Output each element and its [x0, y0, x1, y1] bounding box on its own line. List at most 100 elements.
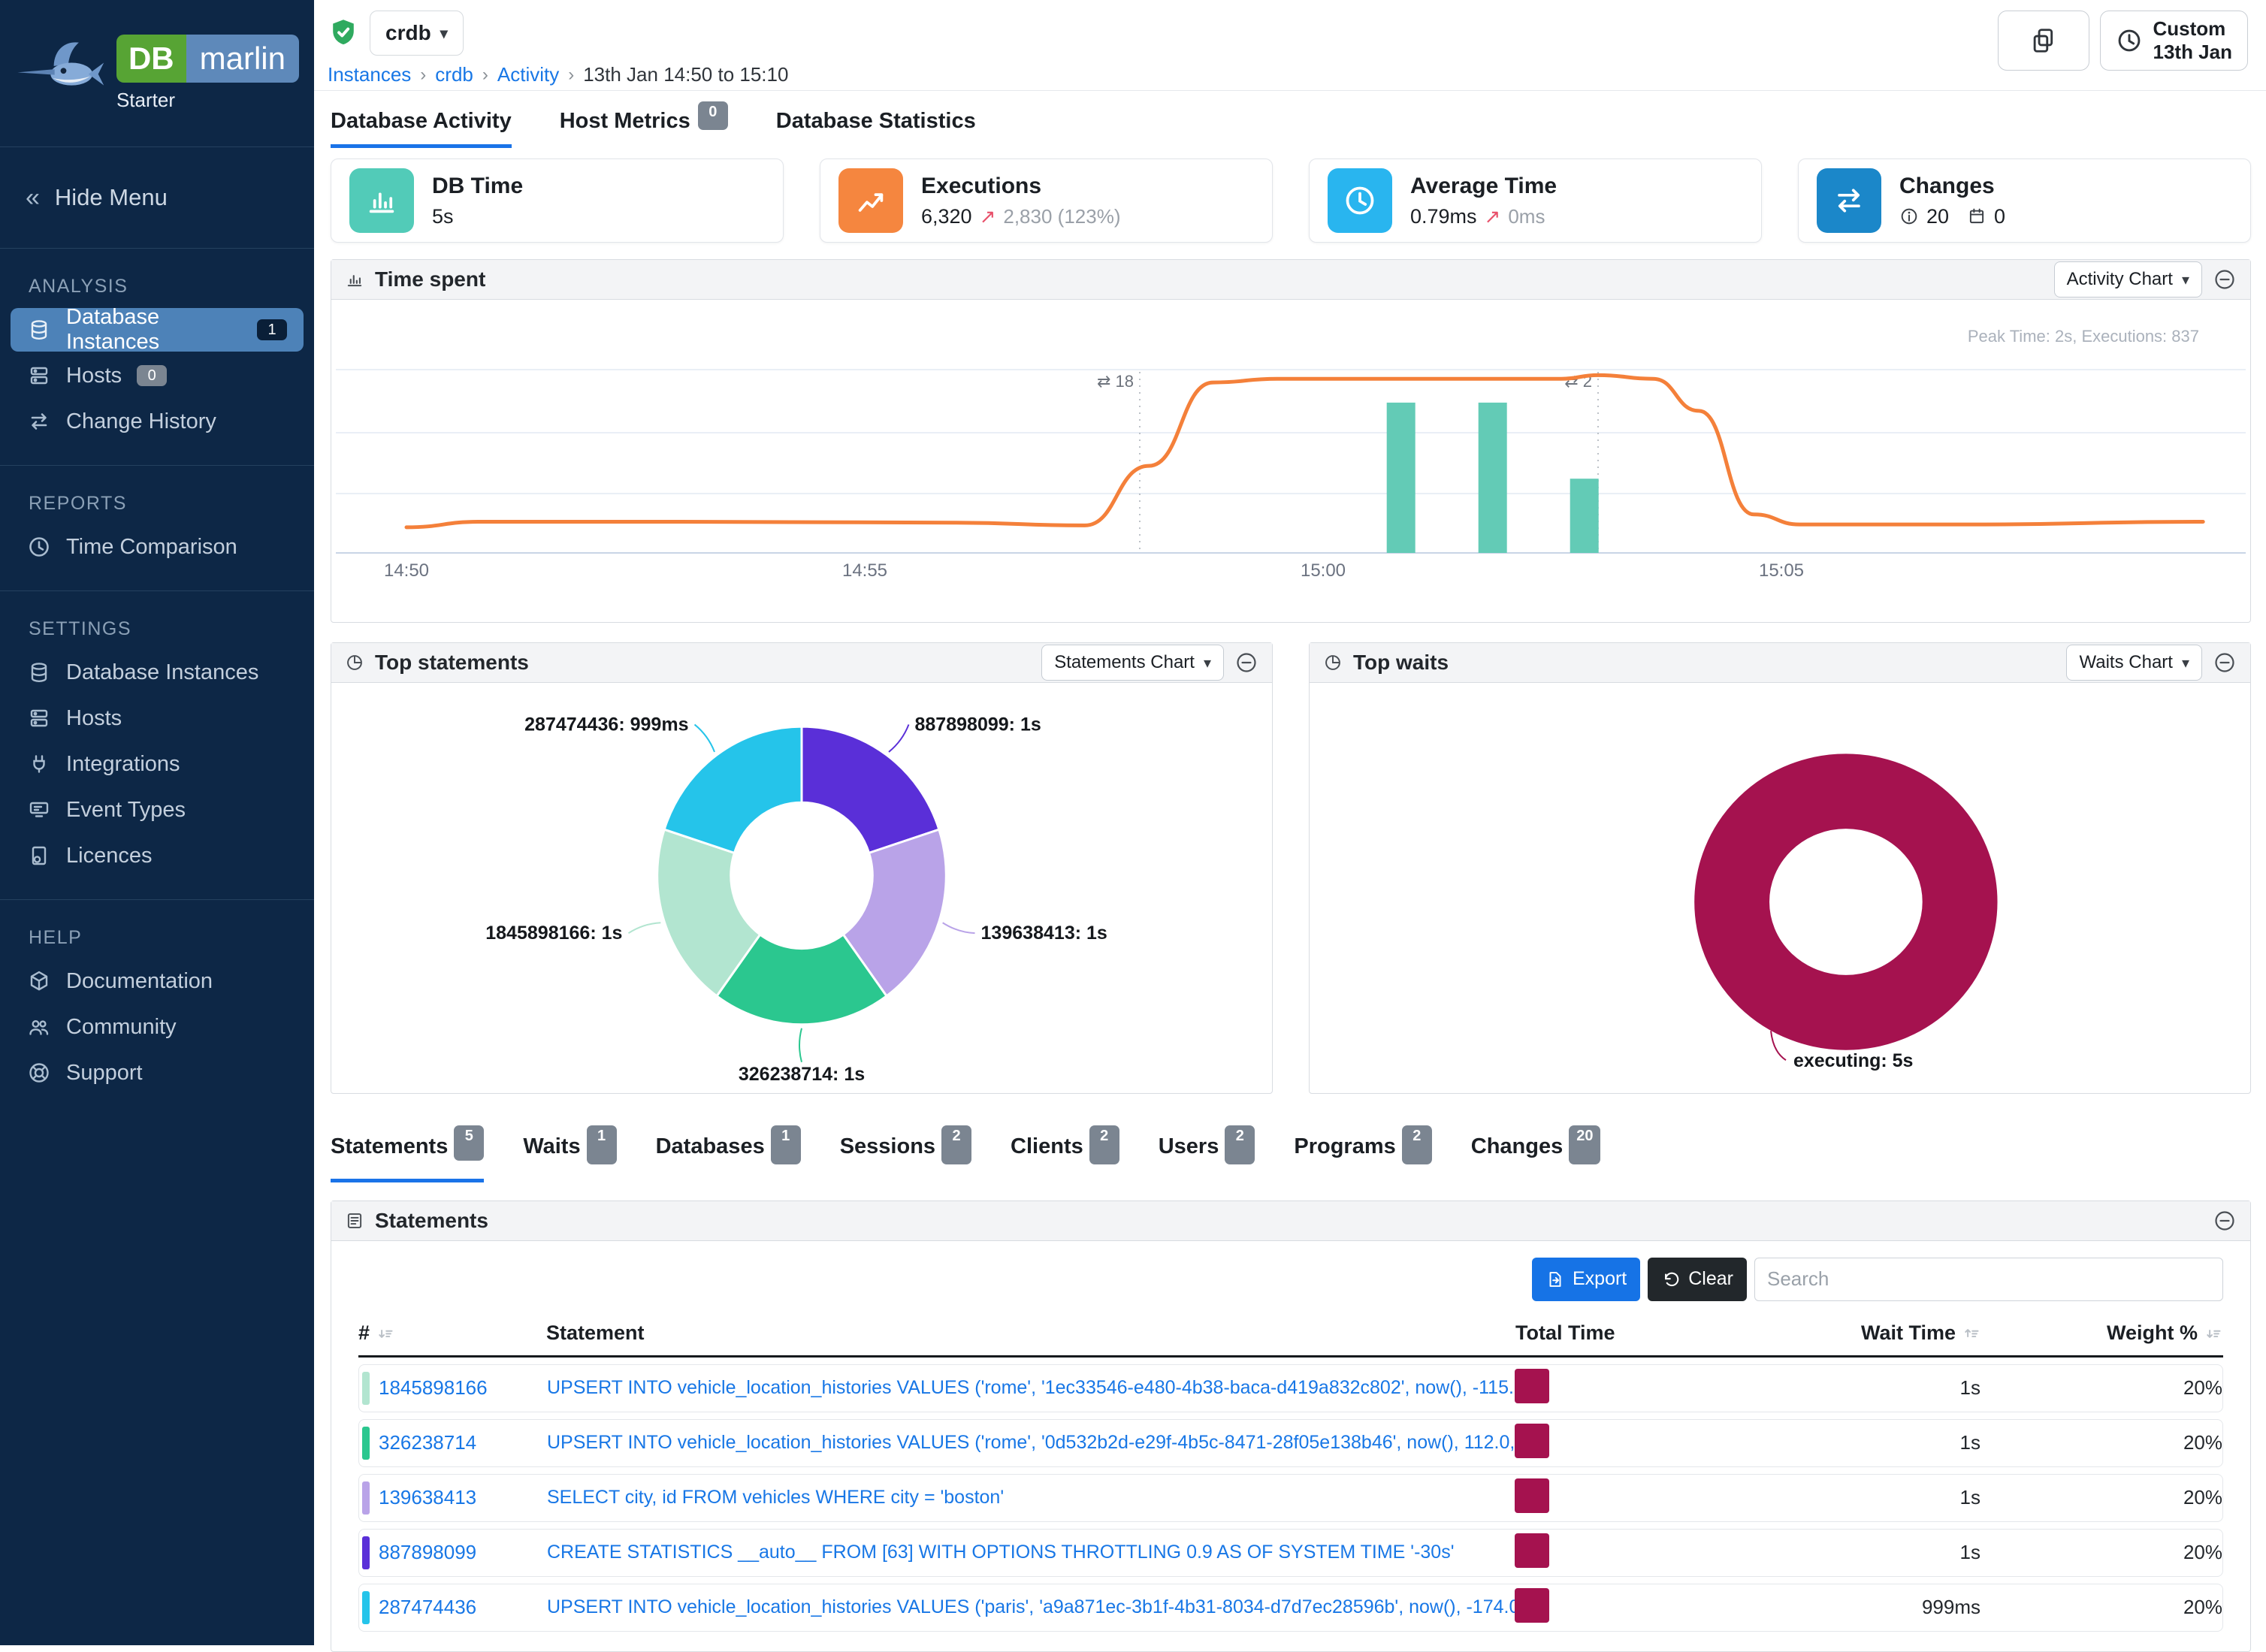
sidebar-item-time-comparison[interactable]: Time Comparison	[11, 525, 304, 569]
sidebar-item-licences[interactable]: Licences	[11, 834, 304, 877]
statement-link[interactable]: CREATE STATISTICS __auto__ FROM [63] WIT…	[547, 1542, 1455, 1563]
section-title: SETTINGS	[29, 618, 132, 639]
collapse-panel-icon[interactable]	[2213, 1209, 2237, 1233]
donut-segment	[656, 828, 762, 998]
donut-row: Top statements Statements Chart ▾ 887898…	[331, 642, 2251, 1094]
breadcrumb-crdb[interactable]: crdb	[435, 63, 473, 86]
statement-link[interactable]: UPSERT INTO vehicle_location_histories V…	[547, 1377, 1515, 1399]
card-title: Changes	[1899, 173, 1995, 198]
statement-link[interactable]: UPSERT INTO vehicle_location_histories V…	[547, 1596, 1515, 1618]
statement-color-chip	[362, 1426, 370, 1460]
logo-db-badge: DB	[116, 35, 186, 83]
panel-title: Top waits	[1353, 651, 1449, 674]
sidebar-item-database-instances[interactable]: Database Instances 1	[11, 305, 304, 354]
col-weight[interactable]: Weight %	[2107, 1321, 2198, 1345]
sidebar-item-hosts[interactable]: Hosts 0	[11, 354, 304, 397]
sidebar-item-event-types[interactable]: Event Types	[11, 788, 304, 832]
sidebar-item-label: Hosts	[66, 363, 122, 388]
statement-id-link[interactable]: 326238714	[359, 1426, 547, 1460]
executions-bar	[1478, 402, 1507, 553]
donut-label: 139638413: 1s	[981, 923, 1107, 944]
waits-chart-type-select[interactable]: Waits Chart ▾	[2066, 645, 2202, 681]
sidebar-item-community[interactable]: Community	[11, 1005, 304, 1049]
database-icon	[27, 660, 51, 684]
sidebar-item-label: Hosts	[66, 705, 122, 730]
card-title: Average Time	[1410, 173, 1557, 198]
weight-value: 20%	[2183, 1376, 2222, 1400]
col-statement[interactable]: Statement	[546, 1321, 645, 1345]
statement-id-link[interactable]: 139638413	[359, 1481, 547, 1515]
top-waits-donut: executing: 5s	[1694, 754, 1998, 1071]
tab-label: Changes	[1470, 1134, 1564, 1158]
x-tick: 14:50	[384, 560, 429, 581]
tab-changes[interactable]: Changes 20	[1470, 1125, 1601, 1182]
col-num[interactable]: #	[358, 1321, 370, 1345]
export-button[interactable]: Export	[1531, 1257, 1641, 1301]
statements-chart-type-select[interactable]: Statements Chart ▾	[1041, 645, 1224, 681]
tab-waits[interactable]: Waits 1	[523, 1125, 617, 1182]
instance-selector[interactable]: crdb ▾	[370, 11, 464, 56]
donut-segment	[1694, 754, 1998, 1050]
card-value: 0.79ms	[1410, 204, 1477, 228]
x-tick: 14:55	[842, 560, 887, 581]
card-delta: 2,830 (123%)	[1003, 204, 1121, 228]
breadcrumb-activity[interactable]: Activity	[497, 63, 560, 86]
tab-host-metrics[interactable]: Host Metrics 0	[560, 101, 728, 148]
db-time-line	[404, 373, 2205, 530]
sort-icon[interactable]	[1962, 1324, 1981, 1343]
statement-id-link[interactable]: 887898099	[359, 1536, 547, 1569]
panel-title: Time spent	[375, 267, 486, 291]
tab-statements[interactable]: Statements 5	[331, 1125, 485, 1182]
top-statements-panel: Top statements Statements Chart ▾ 887898…	[331, 642, 1273, 1094]
sort-icon[interactable]	[2204, 1324, 2223, 1343]
statement-link[interactable]: SELECT city, id FROM vehicles WHERE city…	[547, 1487, 1005, 1509]
total-time-bar	[1515, 1478, 1549, 1514]
tab-users[interactable]: Users 2	[1158, 1125, 1255, 1182]
collapse-panel-icon[interactable]	[1234, 651, 1258, 675]
search-input[interactable]	[1754, 1257, 2223, 1301]
copy-link-button[interactable]	[1997, 11, 2089, 71]
sidebar-item-settings-database-instances[interactable]: Database Instances	[11, 651, 304, 694]
change-marker-label: ⇄ 18	[1097, 372, 1134, 391]
breadcrumb-instances[interactable]: Instances	[328, 63, 412, 86]
card-average-time: Average Time 0.79ms ↗ 0ms	[1309, 159, 1762, 243]
breadcrumb-current: 13th Jan 14:50 to 15:10	[583, 63, 789, 86]
col-total-time[interactable]: Total Time	[1515, 1321, 1615, 1345]
time-range-button[interactable]: Custom 13th Jan	[2099, 11, 2248, 71]
section-title: REPORTS	[29, 493, 127, 514]
donut-segment	[715, 933, 888, 1026]
sidebar-item-settings-hosts[interactable]: Hosts	[11, 696, 304, 740]
statement-id-link[interactable]: 1845898166	[359, 1371, 547, 1405]
sidebar-item-change-history[interactable]: Change History	[11, 400, 304, 443]
sidebar-section-reports: REPORTS Time Comparison	[0, 465, 314, 590]
sidebar-item-documentation[interactable]: Documentation	[11, 959, 304, 1003]
count-badge: 20	[1569, 1125, 1601, 1164]
tab-databases[interactable]: Databases 1	[656, 1125, 801, 1182]
tab-database-statistics[interactable]: Database Statistics	[776, 109, 976, 148]
sidebar-item-support[interactable]: Support	[11, 1051, 304, 1095]
collapse-panel-icon[interactable]	[2213, 651, 2237, 675]
tab-programs[interactable]: Programs 2	[1294, 1125, 1432, 1182]
tab-sessions[interactable]: Sessions 2	[839, 1125, 972, 1182]
activity-chart-type-select[interactable]: Activity Chart ▾	[2053, 261, 2202, 297]
hide-menu-button[interactable]: « Hide Menu	[0, 147, 314, 249]
tab-clients[interactable]: Clients 2	[1011, 1125, 1119, 1182]
tab-label: Sessions	[839, 1134, 936, 1158]
tab-label: Clients	[1011, 1134, 1083, 1158]
tab-database-activity[interactable]: Database Activity	[331, 109, 512, 148]
statement-link[interactable]: UPSERT INTO vehicle_location_histories V…	[547, 1432, 1515, 1454]
col-wait-time[interactable]: Wait Time	[1860, 1321, 1956, 1345]
sidebar-item-label: Integrations	[66, 751, 180, 776]
sort-icon[interactable]	[376, 1324, 395, 1343]
time-range-line2: 13th Jan	[2153, 41, 2233, 63]
tab-label: Users	[1158, 1134, 1219, 1158]
collapse-panel-icon[interactable]	[2213, 267, 2237, 291]
count-badge: 2	[941, 1125, 972, 1164]
table-controls: Export Clear	[358, 1257, 2223, 1301]
export-icon	[1545, 1270, 1565, 1289]
clear-button[interactable]: Clear	[1648, 1257, 1747, 1301]
count-badge: 1	[257, 319, 287, 340]
statement-id-link[interactable]: 287474436	[359, 1590, 547, 1624]
sidebar-item-integrations[interactable]: Integrations	[11, 742, 304, 786]
